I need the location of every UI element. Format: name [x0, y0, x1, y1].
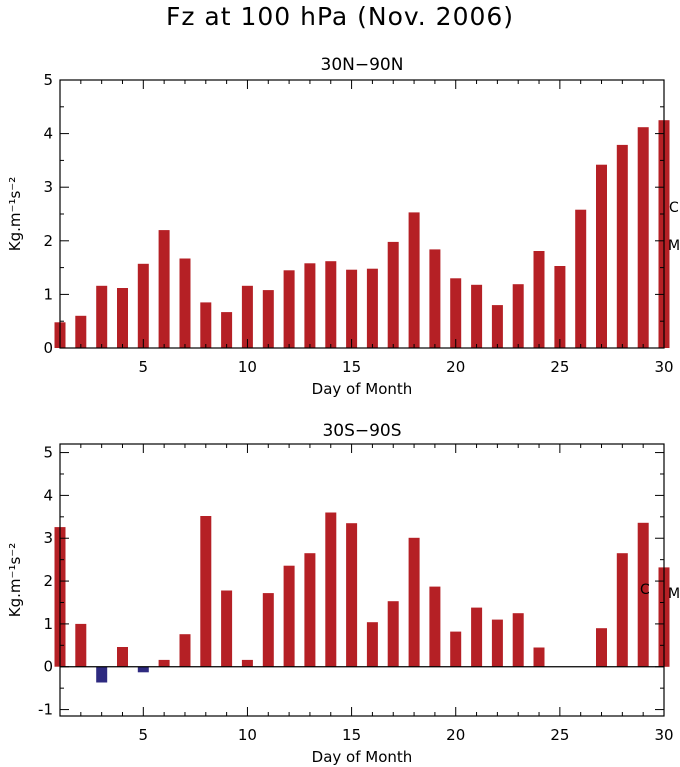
chart1-bar: [304, 263, 316, 348]
chart2-bar: [117, 647, 128, 667]
chart1-x-tick-label: 20: [446, 358, 465, 376]
chart2-bar: [408, 537, 420, 667]
chart1-bar: [491, 305, 503, 348]
chart2-bar: [283, 565, 295, 667]
chart2-bar: [429, 586, 441, 667]
chart1-bar: [429, 249, 441, 348]
chart2-bar: [200, 516, 212, 667]
chart2-x-tick-label: 25: [550, 726, 569, 744]
chart1-bar: [137, 263, 149, 348]
chart1-title: 30N−90N: [321, 55, 404, 75]
chart1-side-label-m: M: [668, 238, 680, 254]
chart2-y-axis-label: Kg.m⁻¹s⁻²: [6, 543, 24, 617]
chart1-bar: [596, 164, 607, 348]
chart1-bar: [200, 302, 212, 348]
chart2-bar: [616, 553, 628, 667]
chart1-bar: [637, 127, 649, 348]
chart2-title: 30S−90S: [322, 421, 401, 441]
chart1-bar: [158, 230, 170, 348]
chart1-bar: [221, 312, 233, 348]
chart1-y-tick-label: 0: [43, 339, 53, 357]
chart2-bar: [450, 631, 462, 667]
chart1-bar: [179, 258, 191, 348]
chart1-bar: [554, 266, 566, 348]
chart1-bar: [616, 144, 628, 348]
chart1-y-axis-label: Kg.m⁻¹s⁻²: [6, 177, 24, 251]
chart1-bar: [575, 209, 587, 348]
chart2-bar: [179, 634, 191, 667]
chart2-bar: [137, 666, 149, 673]
chart2-side-label-c: C: [640, 582, 650, 598]
chart2-x-tick-label: 10: [238, 726, 257, 744]
chart2-x-axis-label: Day of Month: [312, 748, 413, 766]
chart2-bar: [533, 647, 545, 667]
chart1-y-tick-label: 1: [43, 285, 53, 303]
chart1-bar: [512, 284, 524, 348]
chart1-x-axis-label: Day of Month: [312, 380, 413, 398]
chart2-bar: [241, 659, 253, 667]
chart2-x-tick-label: 5: [139, 726, 149, 744]
chart1-bar: [117, 288, 128, 348]
chart1-y-tick-label: 3: [43, 178, 53, 196]
chart1-bar: [450, 278, 462, 348]
chart2-plot-frame: [59, 443, 665, 717]
chart2-bar: [491, 619, 503, 667]
chart2-bar: [512, 613, 524, 667]
chart2-bar: [387, 601, 399, 667]
page-title: Fz at 100 hPa (Nov. 2006): [165, 2, 515, 31]
chart2-x-tick-label: 15: [342, 726, 361, 744]
chart1-bar: [387, 241, 399, 348]
chart2-bar: [471, 607, 483, 667]
chart2-x-tick-label: 20: [446, 726, 465, 744]
chart2-x-tick-label: 30: [654, 726, 673, 744]
chart2-y-tick-label: 4: [43, 486, 53, 504]
chart1-y-tick-label: 5: [43, 71, 53, 89]
chart1-x-tick-label: 5: [139, 358, 149, 376]
chart1-x-tick-label: 25: [550, 358, 569, 376]
chart1-x-tick-label: 15: [342, 358, 361, 376]
chart2-bar: [75, 623, 87, 667]
chart1-bar: [283, 270, 295, 348]
chart2-y-tick-label: 2: [43, 572, 53, 590]
chart1-y-tick-label: 2: [43, 232, 53, 250]
chart2-bar: [325, 512, 337, 667]
chart1-y-tick-label: 4: [43, 125, 53, 143]
chart1-plot-frame: [59, 79, 665, 349]
chart2-bar: [596, 628, 607, 667]
chart1-bar: [262, 290, 274, 348]
chart2-side-label-m: M: [668, 586, 680, 602]
chart2-bar: [158, 659, 170, 667]
chart2-bar: [221, 590, 233, 667]
chart1-bar: [471, 284, 483, 348]
chart2-bar: [262, 593, 274, 667]
chart2-bar: [304, 553, 316, 667]
chart1-x-tick-label: 10: [238, 358, 257, 376]
chart1-bar: [346, 269, 358, 348]
chart1-bar: [96, 285, 108, 348]
chart1-bar: [408, 212, 420, 348]
chart2-bar: [637, 522, 649, 667]
chart2-y-tick-label: 1: [43, 615, 53, 633]
chart1-bar: [241, 285, 253, 348]
chart1-bar: [75, 315, 87, 348]
chart2-y-tick-label: 5: [43, 444, 53, 462]
chart1-x-tick-label: 30: [654, 358, 673, 376]
chart1-bar: [533, 251, 545, 348]
chart2-y-tick-label: -1: [38, 701, 53, 719]
chart1-bar: [325, 261, 337, 348]
chart2-y-tick-label: 0: [43, 658, 53, 676]
chart1-side-label-c: C: [669, 200, 679, 216]
chart2-bar: [346, 523, 358, 667]
chart2-bar: [96, 666, 108, 683]
chart1-bar: [366, 268, 378, 348]
chart2-bar: [366, 622, 378, 667]
chart2-y-tick-label: 3: [43, 529, 53, 547]
